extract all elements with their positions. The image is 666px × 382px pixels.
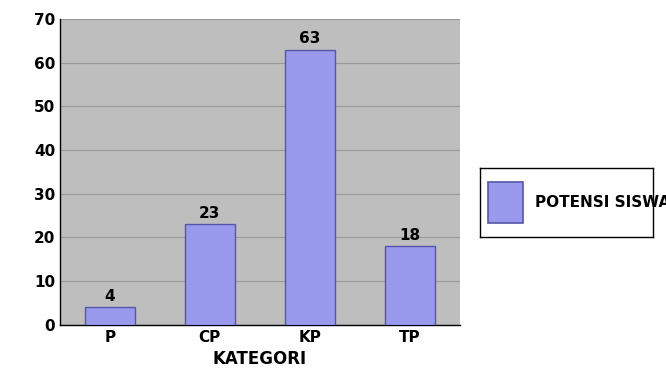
Bar: [384, 246, 434, 325]
Bar: [85, 307, 135, 325]
Bar: [488, 182, 523, 223]
Text: 23: 23: [199, 206, 220, 221]
Text: POTENSI SISWA: POTENSI SISWA: [535, 195, 666, 210]
Text: 4: 4: [105, 289, 115, 304]
Text: 18: 18: [399, 228, 420, 243]
Bar: [184, 224, 234, 325]
Bar: [284, 50, 334, 325]
X-axis label: KATEGORI: KATEGORI: [212, 350, 307, 368]
Text: 63: 63: [299, 31, 320, 46]
